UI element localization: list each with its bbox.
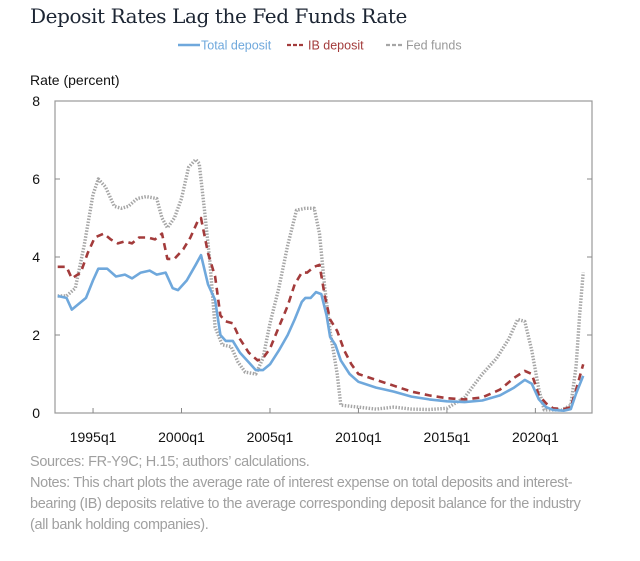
x-tick-label: 2000q1 — [158, 429, 205, 445]
legend-label: Total deposit — [201, 39, 272, 53]
series-line-fed-funds — [57, 157, 585, 412]
series-line-ib-deposit — [57, 216, 585, 411]
legend-label: IB deposit — [308, 39, 364, 53]
y-axis-label: Rate (percent) — [30, 72, 119, 88]
chart-title: Deposit Rates Lag the Fed Funds Rate — [30, 4, 407, 28]
x-tick-label: 2010q1 — [335, 429, 382, 445]
legend-label: Fed funds — [406, 39, 462, 53]
y-tick-label: 6 — [32, 171, 40, 187]
notes-text: Notes: This chart plots the average rate… — [30, 475, 581, 533]
plot-frame — [54, 100, 593, 414]
y-tick-label: 4 — [32, 249, 40, 265]
series-line-total-deposit — [57, 253, 585, 412]
x-tick-label: 2005q1 — [247, 429, 294, 445]
chart: Rate (percent) 0 2 4 6 8 1995q1 2000q1 2005q1 201… — [30, 39, 593, 445]
y-tick-label: 8 — [32, 93, 40, 109]
y-tick-label: 0 — [32, 405, 40, 421]
y-tick-label: 2 — [32, 327, 40, 343]
x-tick-label: 2015q1 — [424, 429, 471, 445]
sources-text: Sources: FR-Y9C; H.15; authors’ calculat… — [30, 454, 310, 470]
x-tick-label: 2020q1 — [512, 429, 559, 445]
x-tick-label: 1995q1 — [70, 429, 117, 445]
